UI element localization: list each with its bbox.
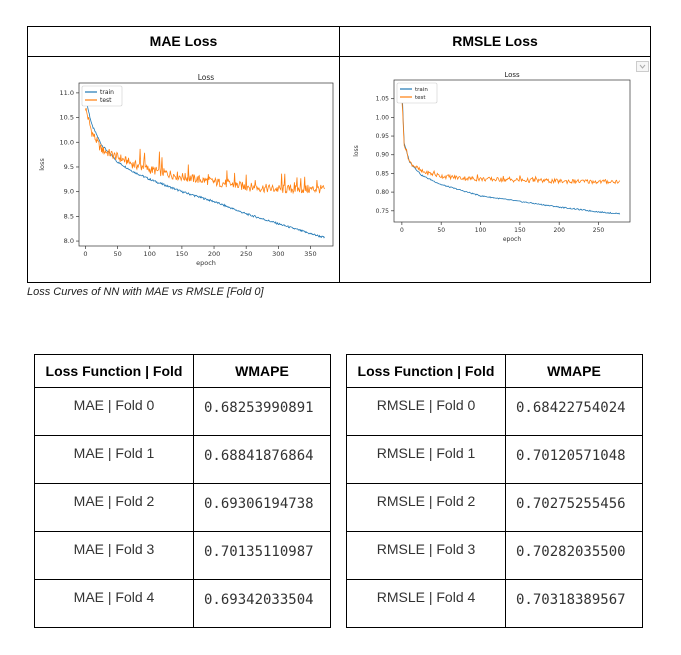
fold-label: RMSLE | Fold 2 xyxy=(346,483,506,532)
column-header-loss-function: Loss Function | Fold xyxy=(346,354,506,388)
y-tick-label: 8.0 xyxy=(64,237,74,245)
legend-box xyxy=(81,85,123,107)
y-tick-label: 0.80 xyxy=(376,189,390,196)
chart-title: Loss xyxy=(198,73,215,82)
fold-label: RMSLE | Fold 4 xyxy=(346,579,506,628)
wmape-value: 0.70275255456 xyxy=(505,483,643,532)
rmsle-loss-header: RMSLE Loss xyxy=(452,33,538,49)
fold-label: MAE | Fold 0 xyxy=(34,387,194,436)
table-header-row: Loss Function | Fold WMAPE xyxy=(34,354,331,388)
table-header-row: Loss Function | Fold WMAPE xyxy=(346,354,643,388)
table-row: RMSLE | Fold 3 0.70282035500 xyxy=(346,531,643,580)
y-axis-label: loss xyxy=(38,158,46,171)
x-tick-label: 50 xyxy=(437,227,445,234)
series-line-train xyxy=(85,98,325,239)
y-tick-label: 9.5 xyxy=(64,163,74,171)
chart-group: Loss 0 50 100 150 200 250 300 350 8.0 8.5 9.0 9.5 10.… xyxy=(38,73,334,267)
y-tick-label: 10.5 xyxy=(60,114,74,122)
table-row: MAE | Fold 1 0.68841876864 xyxy=(34,435,331,484)
y-tick-label: 0.85 xyxy=(376,170,390,177)
y-tick-label: 0.95 xyxy=(376,133,390,140)
chart-title: Loss xyxy=(504,71,520,79)
y-tick-label: 9.0 xyxy=(64,188,74,196)
plot-frame xyxy=(393,79,631,223)
fold-label: RMSLE | Fold 3 xyxy=(346,531,506,580)
y-tick-label: 1.05 xyxy=(376,96,390,103)
x-tick-label: 100 xyxy=(475,227,487,234)
legend-label-test: test xyxy=(415,95,426,101)
fold-label: MAE | Fold 3 xyxy=(34,531,194,580)
x-tick-label: 50 xyxy=(113,250,121,258)
wmape-value: 0.70282035500 xyxy=(505,531,643,580)
wmape-value: 0.70318389567 xyxy=(505,579,643,628)
wmape-value: 0.69342033504 xyxy=(193,579,331,628)
mae-wmape-table: Loss Function | Fold WMAPE MAE | Fold 0 … xyxy=(34,354,331,628)
x-axis-label: epoch xyxy=(503,236,521,243)
wmape-value: 0.68841876864 xyxy=(193,435,331,484)
mae-loss-header: MAE Loss xyxy=(149,33,218,49)
wmape-value: 0.68253990891 xyxy=(193,387,331,436)
rmsle-loss-chart: Loss 0 50 100 150 200 250 0.75 0.80 0.85 0.90 0.95 1… xyxy=(353,71,631,243)
column-header-wmape: WMAPE xyxy=(505,354,643,388)
legend-label-train: train xyxy=(415,87,428,93)
chevron-down-icon xyxy=(639,64,646,69)
wmape-value: 0.70120571048 xyxy=(505,435,643,484)
series-line-test xyxy=(401,99,621,185)
y-tick-label: 10.0 xyxy=(60,138,74,146)
y-tick-label: 0.75 xyxy=(376,208,390,215)
wmape-value: 0.68422754024 xyxy=(505,387,643,436)
x-tick-label: 300 xyxy=(272,250,284,258)
y-tick-label: 11.0 xyxy=(60,89,74,97)
column-header-wmape: WMAPE xyxy=(193,354,331,388)
table-row: MAE | Fold 2 0.69306194738 xyxy=(34,483,331,532)
series-line-test xyxy=(85,107,325,195)
table-row: RMSLE | Fold 0 0.68422754024 xyxy=(346,387,643,436)
column-header-loss-function: Loss Function | Fold xyxy=(34,354,194,388)
wmape-value: 0.70135110987 xyxy=(193,531,331,580)
x-tick-label: 150 xyxy=(514,227,526,234)
y-tick-label: 1.00 xyxy=(376,114,390,121)
x-tick-label: 150 xyxy=(176,250,188,258)
figure-caption: Loss Curves of NN with MAE vs RMSLE [Fol… xyxy=(27,286,264,298)
fold-label: MAE | Fold 1 xyxy=(34,435,194,484)
x-tick-label: 200 xyxy=(208,250,220,258)
legend-label-test: test xyxy=(100,97,112,104)
fold-label: MAE | Fold 2 xyxy=(34,483,194,532)
y-tick-label: 8.5 xyxy=(64,212,74,220)
rmsle-wmape-table: Loss Function | Fold WMAPE RMSLE | Fold … xyxy=(346,354,643,628)
table-row: RMSLE | Fold 2 0.70275255456 xyxy=(346,483,643,532)
header-divider xyxy=(28,56,650,57)
x-tick-label: 0 xyxy=(400,227,404,234)
x-axis-label: epoch xyxy=(196,259,216,267)
fold-label: MAE | Fold 4 xyxy=(34,579,194,628)
legend-box xyxy=(396,82,438,104)
y-tick-label: 0.90 xyxy=(376,152,390,159)
y-axis-label: loss xyxy=(353,145,360,157)
mae-loss-chart: Loss 0 50 100 150 200 250 300 350 8.0 8.5 9.0 9.5 10.… xyxy=(38,73,334,267)
x-tick-label: 250 xyxy=(240,250,252,258)
x-tick-label: 250 xyxy=(593,227,605,234)
legend-label-train: train xyxy=(100,89,114,96)
chart-group: Loss 0 50 100 150 200 250 0.75 0.80 0.85 0.90 0.95 1… xyxy=(353,71,631,243)
x-tick-label: 350 xyxy=(304,250,316,258)
series-line-train xyxy=(401,87,621,215)
table-row: RMSLE | Fold 4 0.70318389567 xyxy=(346,579,643,628)
wmape-value: 0.69306194738 xyxy=(193,483,331,532)
loss-comparison-table: MAE Loss RMSLE Loss Loss 0 50 100 150 200 250 3… xyxy=(27,26,651,283)
fold-label: RMSLE | Fold 0 xyxy=(346,387,506,436)
table-row: MAE | Fold 4 0.69342033504 xyxy=(34,579,331,628)
table-row: MAE | Fold 3 0.70135110987 xyxy=(34,531,331,580)
dropdown-button[interactable] xyxy=(636,61,649,72)
table-row: MAE | Fold 0 0.68253990891 xyxy=(34,387,331,436)
x-tick-label: 200 xyxy=(553,227,565,234)
x-tick-label: 100 xyxy=(144,250,156,258)
x-tick-label: 0 xyxy=(83,250,87,258)
fold-label: RMSLE | Fold 1 xyxy=(346,435,506,484)
column-divider xyxy=(339,27,340,282)
plot-frame xyxy=(78,82,334,247)
table-row: RMSLE | Fold 1 0.70120571048 xyxy=(346,435,643,484)
